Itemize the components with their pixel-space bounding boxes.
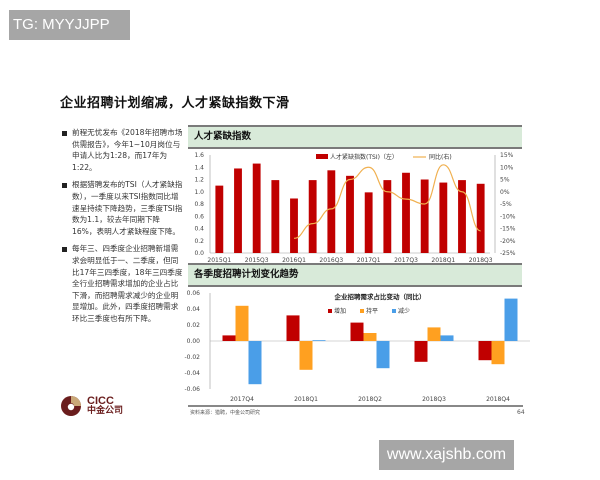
x-tick: 2015Q3 [245,257,269,264]
x-tick: 2016Q3 [319,257,343,264]
change-bar [504,298,518,341]
tsi-bar [252,163,261,253]
change-bar [350,322,364,341]
legend-label: 减少 [398,307,410,315]
tsi-bar [402,172,410,253]
y-tick: -0.02 [184,354,200,361]
tsi-bar [308,180,317,253]
tsi-bar [383,180,392,253]
y-left-tick: 1.2 [194,177,204,184]
cicc-logo-icon [61,396,81,416]
x-tick: 2018Q3 [469,257,493,264]
bullet-list: 前程无忧发布《2018年招聘市场供需报告》，今年1~10月岗位与申请人比为1:2… [62,127,184,331]
x-tick: 2016Q1 [282,257,306,264]
tsi-bar [290,198,298,253]
change-bar [440,335,454,341]
tsi-bar [327,170,336,253]
x-tick: 2018Q1 [431,257,455,264]
tsi-bar [234,168,242,253]
yoy-line [293,164,481,239]
y-right-tick: -20% [500,238,516,245]
y-left-tick: 0.0 [194,250,204,257]
change-bar [235,305,249,341]
change-bar [222,335,236,341]
y-tick: -0.06 [184,386,200,393]
y-right-tick: 10% [500,164,514,171]
change-bar [414,341,428,362]
legend-label: 增加 [334,307,346,315]
tsi-bar [439,182,448,253]
tsi-bar [458,180,466,253]
tsi-bar [364,192,373,253]
tsi-chart: 0.0 0.2 0.4 0.6 0.8 1.0 1.2 1.4 1.6 -25% -20% -15% -… [194,152,516,264]
y-tick: 0.00 [187,338,201,345]
change-bar [376,341,390,369]
x-tick: 2018Q1 [294,396,318,403]
x-tick: 2015Q1 [207,257,231,264]
bullet-item: 每年三、四季度企业招聘新增需求会明显低于一、二季度，但同比17年三四季度，18年… [62,243,184,324]
y-right-tick: -5% [500,201,512,208]
y-left-tick: 1.4 [194,164,204,171]
tsi-bar [215,185,224,253]
panel-title-tsi: 人才紧缺指数 [188,125,522,149]
y-tick: 0.02 [187,322,201,329]
y-right-tick: 0% [500,189,510,196]
y-right-tick: -10% [500,213,516,220]
change-bar [299,341,313,370]
tsi-bar [420,179,429,253]
change-bar [312,340,326,341]
change-bar [286,315,300,341]
slide-title: 企业招聘计划缩减，人才紧缺指数下滑 [60,96,290,111]
y-right-tick: 5% [500,177,510,184]
x-tick: 2018Q4 [486,396,510,403]
y-left-tick: 0.4 [194,226,204,233]
legend-label: 持平 [366,307,378,315]
panel-title-quarterly: 各季度招聘计划变化趋势 [188,263,522,287]
y-left-tick: 0.8 [194,201,204,208]
legend-swatch [328,309,332,313]
watermark-bottom: www.xajshb.com [379,440,514,470]
bullet-item: 前程无忧发布《2018年招聘市场供需报告》，今年1~10月岗位与申请人比为1:2… [62,127,184,173]
x-tick: 2017Q3 [394,257,418,264]
legend-yoy: 同比(右) [429,153,452,161]
x-tick: 2017Q1 [357,257,381,264]
change-bar [478,341,492,361]
legend-swatch [392,309,396,313]
y-left-tick: 1.0 [194,189,204,196]
tsi-bar [476,183,485,253]
tsi-bar [346,175,354,253]
chart2-title: 企业招聘需求占比变动（同比） [334,292,426,301]
logo-en: CICC [87,395,114,407]
y-tick: 0.04 [187,306,201,313]
y-right-tick: -15% [500,226,516,233]
y-left-tick: 1.6 [194,152,204,159]
y-tick: -0.04 [184,370,200,377]
footer-divider [188,405,523,407]
change-bar [427,327,441,341]
tsi-bar [271,180,280,253]
source-note: 资料来源：猎聘，中金公司研究 [190,410,261,416]
y-right-tick: -25% [500,250,516,257]
bullet-item: 根据猎聘发布的TSI（人才紧缺指数），一季度以来TSI指数同比增速呈持续下降趋势… [62,179,184,237]
y-left-tick: 0.2 [194,238,204,245]
cicc-logo: CICC 中金公司 [60,395,123,417]
legend-swatch [360,309,364,313]
logo-cn: 中金公司 [87,406,124,416]
page-number: 64 [517,409,525,416]
quarterly-change-chart: 0.06 0.04 0.02 0.00 -0.02 -0.04 -0.06 2017Q4 201… [184,290,530,403]
y-right-tick: 15% [500,152,514,159]
watermark-top: TG: MYYJJPP [9,10,130,40]
x-tick: 2018Q3 [422,396,446,403]
legend-tsi: 人才紧缺指数(TSI)（左） [330,153,398,161]
y-tick: 0.06 [187,290,201,297]
x-tick: 2017Q4 [230,396,254,403]
legend-bar-swatch [316,154,328,159]
y-left-tick: 0.6 [194,213,204,220]
change-bar [491,341,505,365]
x-tick: 2018Q2 [358,396,382,403]
change-bar [363,333,377,341]
change-bar [248,341,262,385]
